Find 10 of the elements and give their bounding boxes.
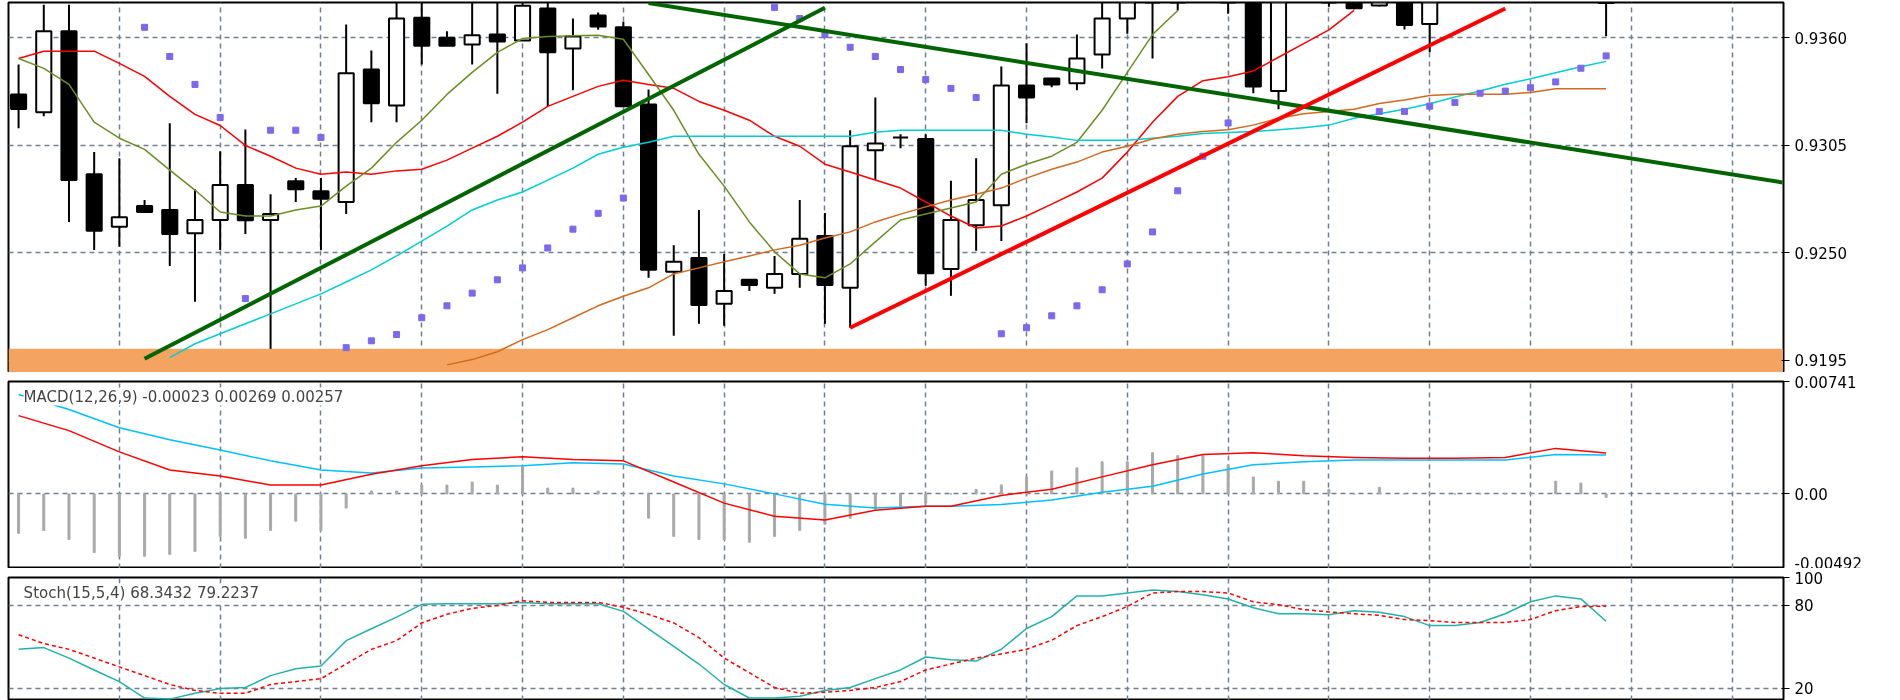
- y-tick-label: 0.00: [1794, 485, 1828, 504]
- y-tick-label: 0.9360: [1794, 29, 1847, 48]
- y-tick-label: 80: [1794, 597, 1814, 616]
- y-tick-label: 0.00741: [1794, 373, 1857, 392]
- chart-title: MACD(12,26,9) -0.00023 0.00269 0.00257: [23, 387, 344, 406]
- y-tick-label: 0.9195: [1794, 352, 1847, 371]
- y-tick-label: 0.9305: [1794, 137, 1847, 156]
- chart-title: Stoch(15,5,4) 68.3432 79.2237: [23, 583, 259, 602]
- y-tick-label: 20: [1794, 680, 1814, 699]
- y-tick-label: 0.9250: [1794, 244, 1847, 263]
